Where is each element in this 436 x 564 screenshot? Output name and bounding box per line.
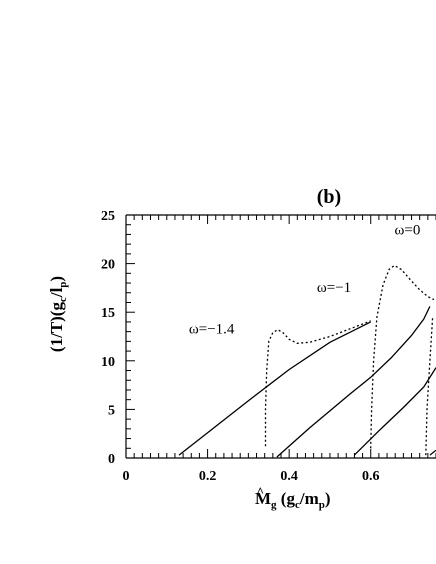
x-tick-label: 0.6: [362, 469, 380, 484]
x-tick-label: 0: [123, 469, 130, 484]
series-line-6-dotted: [425, 316, 434, 456]
y-tick-label: 15: [101, 306, 115, 321]
x-tick-label: 0.2: [199, 469, 217, 484]
y-tick-label: 10: [101, 355, 115, 370]
annotations-group: ω=−1.4 ω=−1 ω=0: [189, 222, 420, 337]
annotation-3: ω=0: [395, 222, 421, 238]
chart-title: (b): [317, 186, 341, 208]
series-line-3-solid: [276, 306, 431, 458]
svg-text:^Mg (gc/mp): ^Mg (gc/mp): [255, 484, 331, 511]
series-line-5-solid: [353, 367, 436, 456]
annotation-1: ω=−1.4: [189, 322, 235, 338]
series-line-7-solid: [429, 449, 436, 456]
x-axis-hat: ^: [256, 484, 264, 499]
tick-labels: 0 0.2 0.4 0.6 0 5 10 15 20 25: [101, 209, 379, 484]
series-line-4-dotted: [370, 264, 435, 449]
y-axis-label: (1/T)(gc/lp): [47, 276, 69, 352]
y-tick-label: 0: [108, 452, 115, 467]
y-tick-label: 25: [101, 209, 115, 224]
x-tick-label: 0.4: [280, 469, 298, 484]
series-line-1-solid: [178, 321, 371, 456]
series-line-2-dotted: [264, 320, 371, 447]
x-axis-label: ^Mg (gc/mp): [255, 484, 331, 511]
svg-text:(1/T)(gc/lp): (1/T)(gc/lp): [47, 276, 69, 352]
axis-ticks: [125, 214, 436, 459]
annotation-2: ω=−1: [317, 280, 351, 296]
series-group: [178, 264, 436, 458]
y-tick-label: 20: [101, 258, 115, 273]
y-tick-label: 5: [108, 403, 115, 418]
